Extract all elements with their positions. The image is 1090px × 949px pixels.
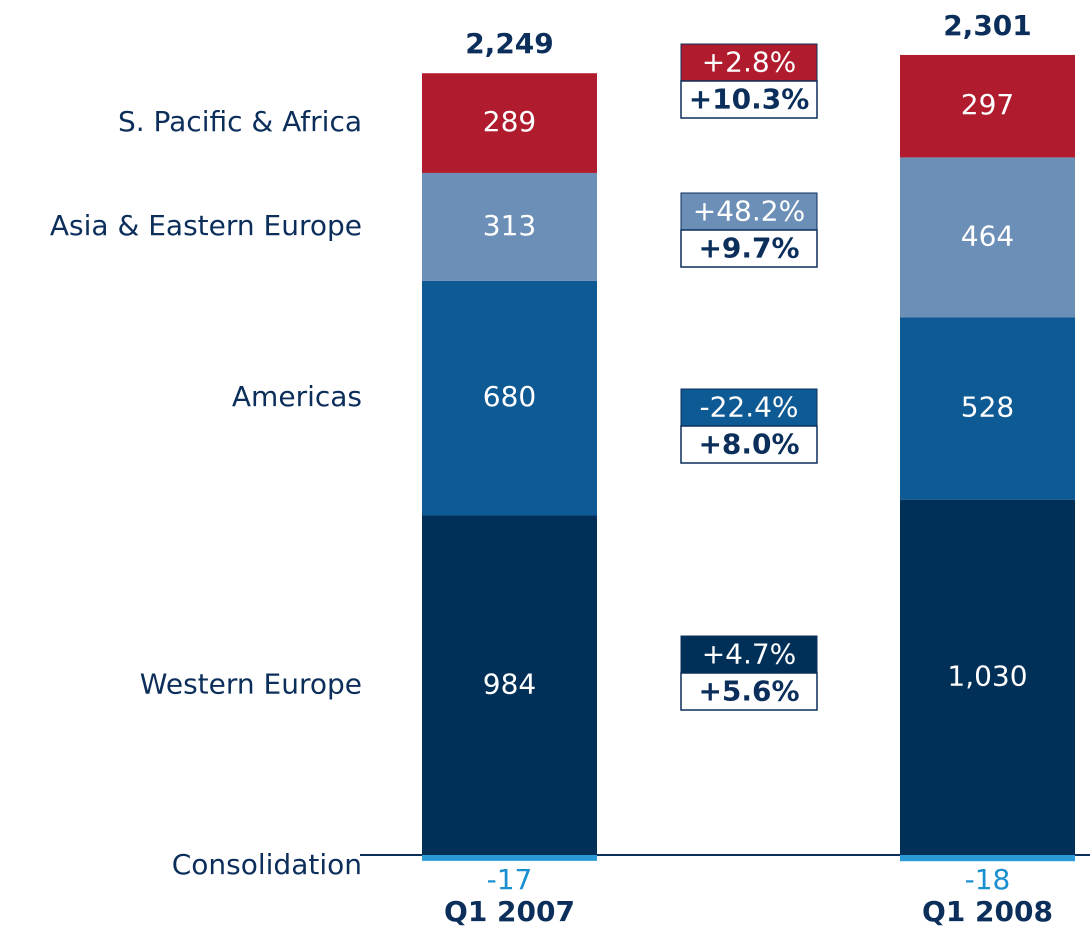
series-label: Western Europe [140, 667, 362, 700]
series-label: Asia & Eastern Europe [50, 209, 362, 242]
change-alt-label: +5.6% [698, 675, 799, 708]
bar-segment [422, 280, 597, 516]
bar-segment [900, 855, 1075, 862]
bar-segment [422, 515, 597, 855]
change-box [680, 43, 818, 82]
change-alt-box [680, 672, 818, 711]
change-label: -22.4% [699, 391, 798, 424]
change-alt-label: +9.7% [698, 232, 799, 265]
change-label: +48.2% [693, 195, 805, 228]
change-alt-label: +10.3% [689, 83, 810, 116]
series-label: S. Pacific & Africa [118, 105, 362, 138]
change-alt-box [680, 229, 818, 268]
change-label: +2.8% [702, 46, 797, 79]
change-alt-box [680, 80, 818, 119]
data-label: 464 [961, 219, 1014, 252]
bar-segment [900, 317, 1075, 500]
data-label: 289 [483, 105, 536, 138]
data-label: -17 [487, 863, 533, 896]
change-box [680, 192, 818, 231]
bar-segment [900, 499, 1075, 855]
total-label: 2,301 [943, 9, 1032, 42]
bar-segment [900, 54, 1075, 158]
change-label: +4.7% [702, 638, 797, 671]
data-label: 297 [961, 88, 1014, 121]
bar-segment [900, 157, 1075, 318]
data-label: 528 [961, 391, 1014, 424]
data-label: 313 [483, 209, 536, 242]
bar-segment [422, 855, 597, 861]
bar-segment [422, 73, 597, 173]
change-alt-box [680, 425, 818, 464]
series-label: Consolidation [172, 848, 362, 881]
data-label: 1,030 [947, 659, 1027, 692]
data-label: 984 [483, 667, 536, 700]
x-tick-label: Q1 2007 [444, 895, 575, 928]
change-alt-label: +8.0% [698, 428, 799, 461]
data-label: 680 [483, 380, 536, 413]
x-tick-label: Q1 2008 [922, 895, 1053, 928]
change-box [680, 635, 818, 674]
series-label: Americas [232, 380, 362, 413]
bar-segment [422, 172, 597, 281]
total-label: 2,249 [465, 27, 554, 60]
data-label: -18 [965, 863, 1011, 896]
